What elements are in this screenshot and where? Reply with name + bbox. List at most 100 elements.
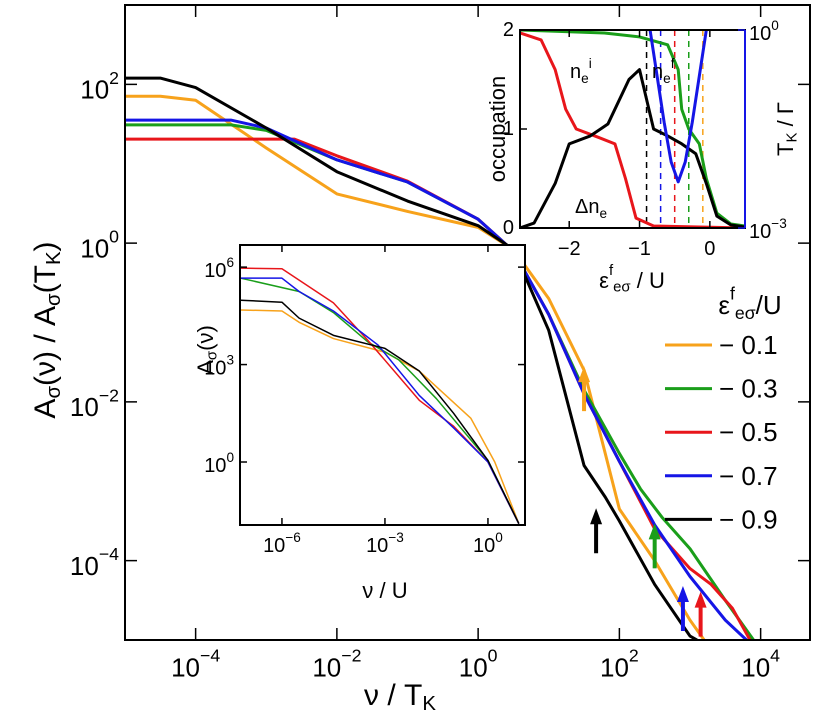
x-tick-label-part: 10 (600, 652, 629, 682)
y-axis-label-part: K (43, 251, 65, 265)
y-tick-label-part: −2 (99, 385, 119, 405)
curve (520, 30, 745, 228)
curve (125, 118, 748, 640)
annotation-part: Δn (575, 196, 599, 218)
y2-tick-label-part: 10 (749, 221, 771, 243)
x-tick-label: 10−4 (171, 646, 220, 683)
arrow-head (694, 591, 707, 608)
x-tick-label: 104 (741, 646, 780, 683)
x-tick-label-part: 10 (459, 652, 488, 682)
x-axis-label: εfeσ / U (599, 262, 665, 296)
annotation-part: i (589, 56, 592, 71)
y-tick-label: 103 (204, 352, 234, 380)
y-axis-label: Aσ(ν) / Aσ(TK) (29, 241, 66, 418)
annotation-part: f (671, 56, 675, 71)
annotation: nei (570, 56, 592, 86)
x-axis-label: ν / U (362, 578, 407, 603)
arrow (578, 366, 591, 412)
y-tick-label: 10−2 (70, 385, 119, 422)
annotation-part: n (570, 61, 581, 83)
x-axis-label-part: / U (631, 268, 665, 293)
y-axis-label: Aσ(ν) (193, 325, 221, 375)
annotation-part: e (599, 206, 607, 221)
legend-title-part: ε (718, 290, 730, 320)
y-axis-label-part: (ν) (193, 325, 218, 351)
y2-axis-label-part: / Γ (773, 102, 798, 132)
x-axis-label-part: f (609, 262, 614, 279)
curves (520, 30, 745, 228)
x-tick-label-part: 10 (171, 652, 200, 682)
y-tick-label-part: 2 (109, 68, 119, 88)
curve (520, 68, 745, 228)
y-tick-label-part: 0 (226, 450, 234, 465)
y-tick-label: 106 (204, 255, 234, 283)
annotation-part: e (663, 71, 671, 86)
x-tick-label-part: 10 (263, 535, 285, 557)
y-tick-label-part: 3 (226, 352, 234, 367)
y-tick-label-part: 10 (204, 455, 226, 477)
y-tick-label-part: 10 (204, 260, 226, 282)
legend: εfeσ/U − 0.1 − 0.3 − 0.5 − 0.7 − 0.9 (665, 283, 782, 534)
y-axis-label-part: σ (43, 386, 65, 399)
legend-title-part: eσ (735, 303, 756, 323)
annotation-part: n (652, 61, 663, 83)
legend-title-part: /U (756, 290, 782, 320)
y-tick-label-part: 10 (70, 392, 99, 422)
curve (648, 30, 708, 184)
y-tick-label-part: 10 (70, 551, 99, 581)
x-axis-label-part: ν / T (364, 679, 422, 712)
x-axis-label-part: ν / U (362, 578, 407, 603)
x-axis-label-part: eσ (613, 278, 631, 295)
y-axis-label-part: σ (203, 351, 220, 360)
x-tick-label-part: 2 (629, 646, 639, 666)
x-tick-label: −1 (628, 238, 651, 260)
plot-frame (239, 244, 526, 526)
curve (240, 277, 520, 525)
y2-tick-label-part: 0 (771, 18, 779, 33)
y-tick-label-part: 10 (204, 358, 226, 380)
y-axis-label-part: σ (43, 293, 65, 306)
y-tick-label-part: 6 (226, 255, 234, 270)
y2-tick-label-part: −3 (771, 216, 787, 231)
x-axis-label-part: K (422, 693, 436, 715)
plot-frame (124, 4, 811, 641)
y2-tick-label: 10−3 (749, 216, 787, 244)
x-tick-label-part: 10 (741, 652, 770, 682)
x-tick-label: 0 (704, 238, 715, 260)
x-tick-label-part: 0 (488, 646, 498, 666)
plot-background (520, 30, 745, 228)
y-tick-label: 1 (503, 118, 514, 140)
y-tick-label: 102 (80, 68, 119, 105)
arrow (590, 508, 603, 554)
x-tick-label: −2 (558, 238, 581, 260)
y-axis-label-part: occupation (485, 76, 510, 182)
legend-title: εfeσ/U (718, 283, 781, 323)
annotation-part: e (581, 71, 589, 86)
x-tick-label-part: −2 (341, 646, 361, 666)
x-tick-label-part: 4 (770, 646, 780, 666)
y-axis-label-part: A (193, 360, 218, 375)
x-tick-label: 10−2 (312, 646, 361, 683)
legend-label: − 0.9 (719, 504, 778, 534)
y-axis-label-part: A (29, 399, 62, 419)
y-axis-label-part: ) (29, 241, 62, 251)
curve (520, 31, 745, 228)
y-tick-label-part: −4 (99, 544, 119, 564)
arrow-head (648, 523, 661, 540)
x-tick-label: 100 (459, 646, 498, 683)
legend-label: − 0.7 (719, 461, 778, 491)
x-axis-label-part: ε (599, 268, 609, 293)
y-tick-label-part: 10 (80, 233, 109, 263)
x-tick-label-part: 10 (366, 535, 388, 557)
y-axis-label: occupation (485, 76, 510, 182)
x-tick-label-part: −3 (388, 530, 404, 545)
arrow-head (590, 508, 603, 525)
arrow (676, 585, 689, 631)
x-axis-label: ν / TK (364, 679, 436, 716)
legend-title-part: f (730, 283, 735, 303)
y-axis-label-part: (ν) / A (29, 306, 62, 386)
x-tick-label: 10−6 (263, 530, 301, 558)
